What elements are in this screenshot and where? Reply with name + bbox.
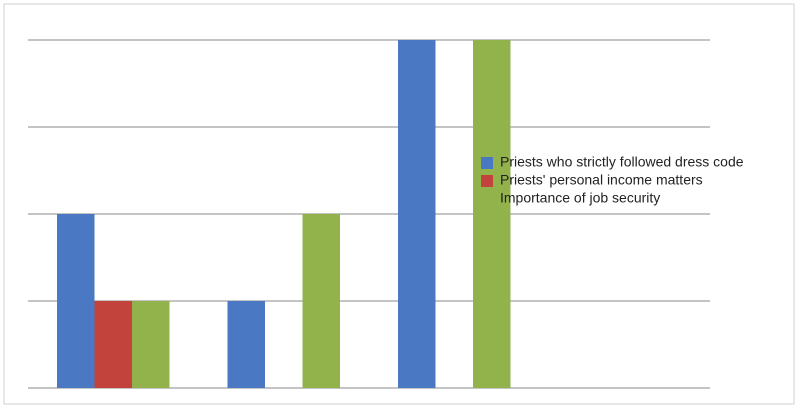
bar: [473, 40, 511, 388]
frame: [3, 3, 795, 405]
bar: [132, 301, 170, 388]
bar: [94, 301, 132, 388]
bar: [398, 40, 436, 388]
bar: [227, 301, 265, 388]
bar: [57, 214, 95, 388]
legend-swatch: [481, 157, 493, 169]
legend-label: Priests who strictly followed dress code: [500, 154, 744, 170]
legend-swatch: [481, 175, 493, 187]
bar: [302, 214, 340, 388]
legend-label: Importance of job security: [500, 190, 660, 206]
legend-label: Priests' personal income matters: [500, 172, 703, 188]
legend-swatch: [481, 193, 493, 205]
